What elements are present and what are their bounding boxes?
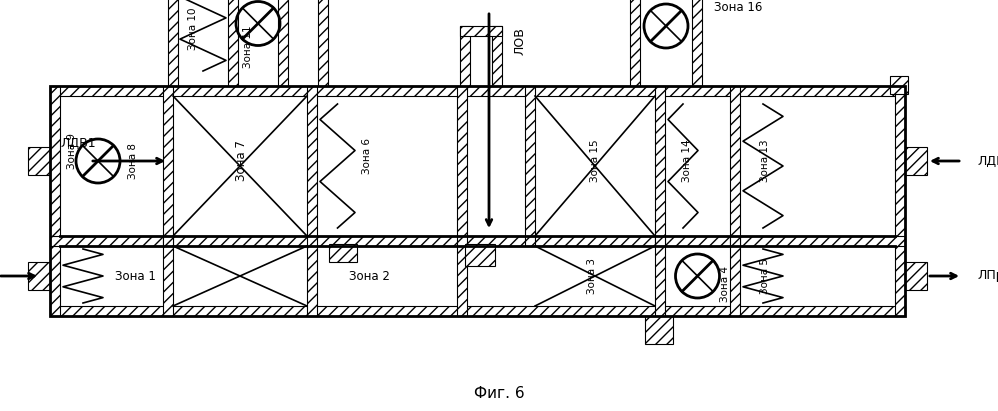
Bar <box>50 306 905 316</box>
Text: Зона 6: Зона 6 <box>362 138 372 174</box>
Bar <box>730 236 740 316</box>
Text: Зона 15: Зона 15 <box>590 140 600 182</box>
Bar <box>307 86 317 316</box>
Text: ЛДВ2: ЛДВ2 <box>977 155 998 168</box>
Bar <box>890 76 908 94</box>
Bar <box>645 316 673 344</box>
Text: Зона 7: Зона 7 <box>236 141 249 181</box>
Text: Зона 9: Зона 9 <box>67 133 77 169</box>
Bar <box>525 86 535 246</box>
Bar <box>163 86 173 246</box>
Bar <box>492 26 502 86</box>
Bar <box>630 0 640 86</box>
Text: Зона 3: Зона 3 <box>587 258 597 294</box>
Text: Зона 5: Зона 5 <box>760 258 770 294</box>
Bar <box>655 236 665 316</box>
Text: Зона 8: Зона 8 <box>128 143 138 179</box>
Bar <box>318 0 328 86</box>
Bar <box>163 236 173 316</box>
Text: Зона 16: Зона 16 <box>714 2 762 14</box>
Text: Зона 4: Зона 4 <box>721 266 731 302</box>
Bar <box>28 147 50 175</box>
Text: Зона 10: Зона 10 <box>188 7 198 50</box>
Bar <box>730 86 740 246</box>
Bar <box>692 0 702 86</box>
Bar <box>460 26 502 36</box>
Text: Фиг. 6: Фиг. 6 <box>474 386 524 400</box>
Bar <box>28 262 50 290</box>
Bar <box>329 244 357 262</box>
Bar <box>168 0 178 86</box>
Bar <box>655 86 665 246</box>
Bar <box>278 0 288 86</box>
Text: Зона 2: Зона 2 <box>348 270 389 282</box>
Bar <box>50 86 905 96</box>
Text: Зона 14: Зона 14 <box>682 140 692 182</box>
Text: Зона 1: Зона 1 <box>115 270 156 282</box>
Bar <box>50 86 60 316</box>
Text: ЛДВ1: ЛДВ1 <box>60 136 96 150</box>
Text: ЛПр: ЛПр <box>977 270 998 282</box>
Bar <box>465 244 495 266</box>
Bar <box>905 262 927 290</box>
Bar <box>460 26 470 86</box>
Text: ЛОВ: ЛОВ <box>514 27 527 55</box>
Bar <box>50 236 905 246</box>
Bar <box>50 86 905 316</box>
Text: Зона 13: Зона 13 <box>760 140 770 182</box>
Bar <box>228 0 238 86</box>
Bar <box>905 147 927 175</box>
Bar <box>457 86 467 316</box>
Text: Зона 12: Зона 12 <box>282 0 325 1</box>
Bar <box>895 86 905 316</box>
Text: Зона 11: Зона 11 <box>243 25 253 68</box>
